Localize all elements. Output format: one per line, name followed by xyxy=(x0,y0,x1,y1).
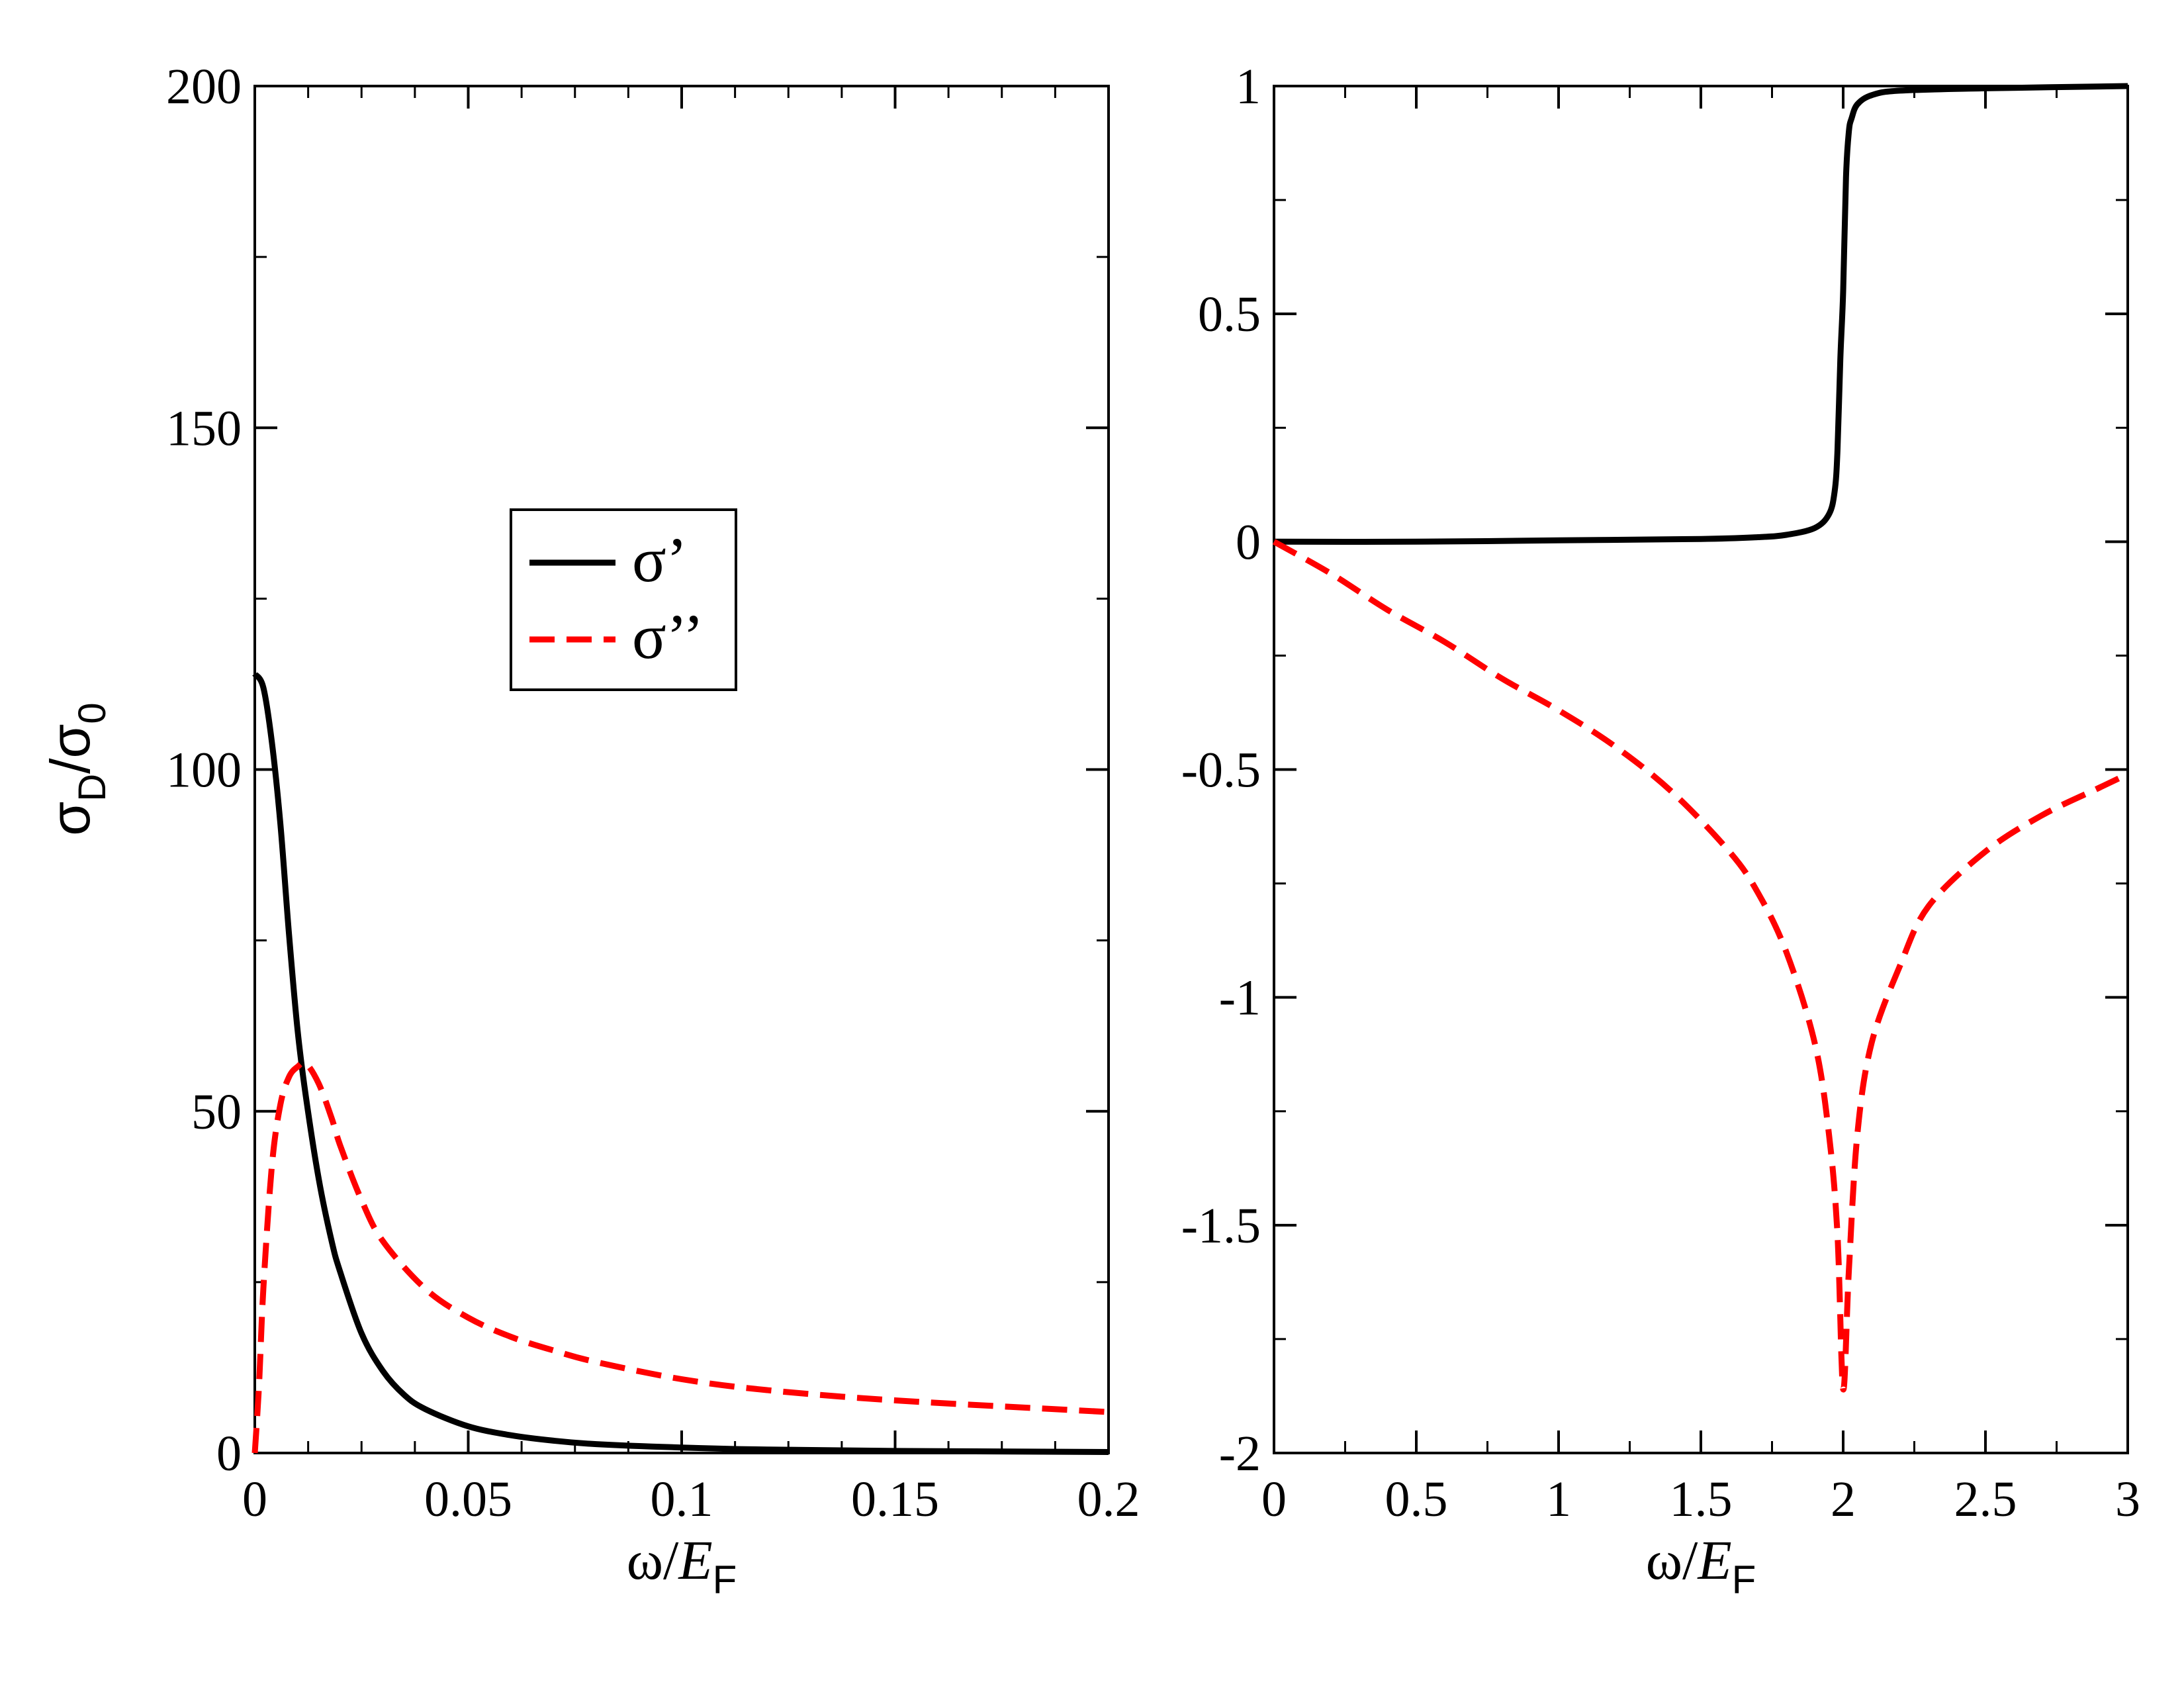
legend: σ’ σ’’ xyxy=(510,508,737,691)
left-ylabel-mid: /σ xyxy=(39,724,101,774)
left-xlabel: ω/EF xyxy=(627,1530,737,1602)
right-xlabel-italic: E xyxy=(1697,1530,1731,1591)
right-series-sigma-double-prime xyxy=(1272,539,2129,1393)
left-xlabel-sub: F xyxy=(713,1558,737,1602)
left-ylabel-sub1: D xyxy=(71,774,114,802)
right-ytick-label: -1.5 xyxy=(1181,1198,1261,1254)
left-ytick-label: 50 xyxy=(191,1084,242,1140)
right-ytick-label: -2 xyxy=(1219,1426,1261,1481)
left-series-sigma-double-prime xyxy=(251,1059,1109,1454)
left-ylabel: σD/σ0 xyxy=(39,702,114,835)
left-ytick-label: 150 xyxy=(166,400,242,456)
legend-label-sigma-prime: σ’ xyxy=(632,524,688,595)
left-ytick-label: 0 xyxy=(216,1426,242,1481)
left-series-group xyxy=(251,672,1109,1455)
right-axis-ticks: 0 0.5 1 1.5 2 2.5 3 -2 -1.5 -1 -0.5 0 0.5 1 xyxy=(1181,59,2140,1527)
right-xtick-label: 3 xyxy=(2115,1472,2140,1527)
right-ytick-label: -1 xyxy=(1219,970,1261,1026)
right-xlabel: ω/EF xyxy=(1646,1530,1756,1602)
left-ytick-label: 200 xyxy=(166,59,242,115)
left-ylabel-main: σ xyxy=(39,802,101,836)
left-xtick-label: 0.1 xyxy=(651,1472,713,1527)
legend-label-sigma-double-prime: σ’’ xyxy=(632,601,704,672)
right-xtick-label: 2.5 xyxy=(1954,1472,2017,1527)
left-xtick-label: 0.2 xyxy=(1077,1472,1140,1527)
left-series-sigma-prime xyxy=(252,672,1109,1455)
left-xlabel-main: ω/ xyxy=(627,1530,679,1591)
right-ytick-label: 0.5 xyxy=(1198,287,1261,342)
left-xlabel-italic: E xyxy=(678,1530,712,1591)
right-xtick-label: 0.5 xyxy=(1385,1472,1448,1527)
left-axis-ticks: 0 0.05 0.1 0.15 0.2 0 50 100 150 200 xyxy=(166,59,1140,1527)
right-xtick-label: 1.5 xyxy=(1670,1472,1733,1527)
right-ytick-label: -0.5 xyxy=(1181,743,1261,798)
left-xtick-label: 0 xyxy=(242,1472,267,1527)
right-series-sigma-prime xyxy=(1273,83,2128,545)
right-xtick-label: 2 xyxy=(1831,1472,1856,1527)
right-xlabel-main: ω/ xyxy=(1646,1530,1698,1591)
left-xtick-label: 0.05 xyxy=(424,1472,512,1527)
right-series-group xyxy=(1272,83,2129,1393)
right-xtick-label: 0 xyxy=(1261,1472,1287,1527)
left-xtick-label: 0.15 xyxy=(851,1472,939,1527)
left-ytick-label: 100 xyxy=(166,743,242,798)
right-xlabel-sub: F xyxy=(1732,1558,1756,1602)
right-ytick-label: 1 xyxy=(1236,59,1261,115)
right-xtick-label: 1 xyxy=(1546,1472,1571,1527)
left-ylabel-sub2: 0 xyxy=(71,702,114,724)
right-ytick-label: 0 xyxy=(1236,514,1261,570)
legend-box xyxy=(510,508,737,691)
